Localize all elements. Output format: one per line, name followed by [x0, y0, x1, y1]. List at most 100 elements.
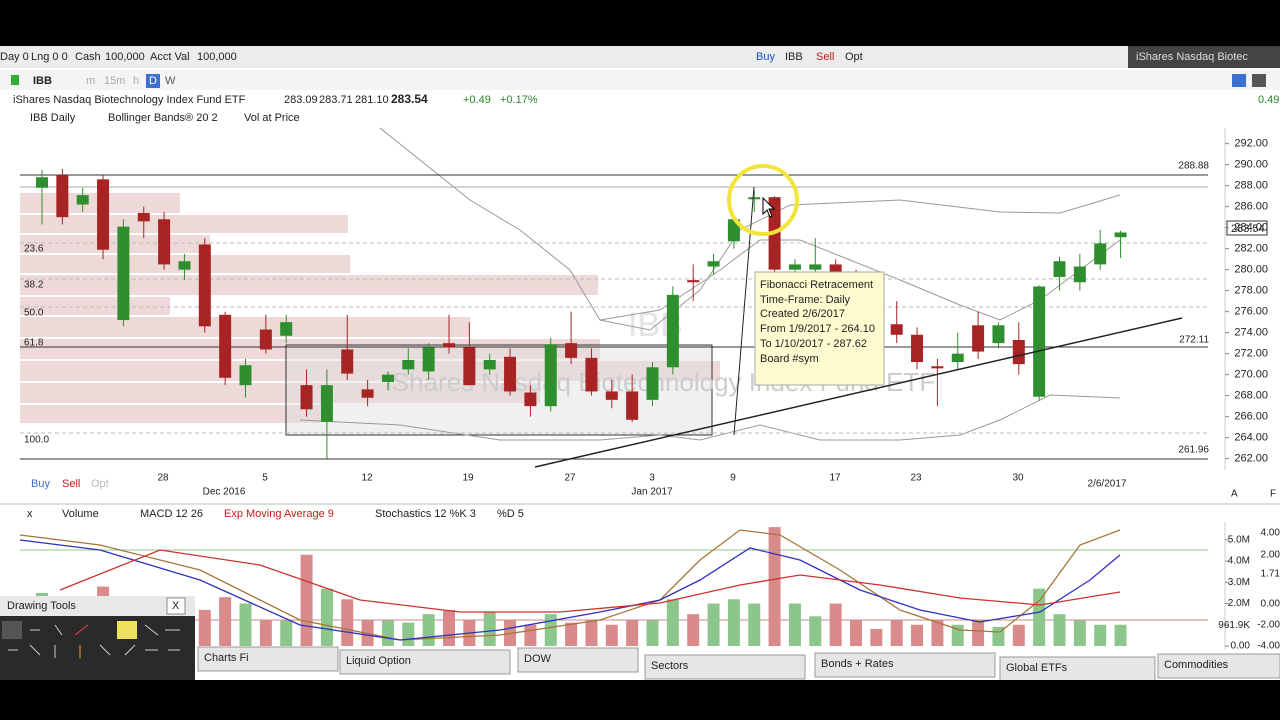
volume-bar [707, 603, 720, 646]
tab[interactable] [339, 649, 511, 675]
candle-body [565, 343, 578, 358]
study-d[interactable]: %D 5 [497, 508, 524, 520]
volume-bar [585, 620, 598, 646]
sell-button[interactable]: Sell [62, 478, 80, 490]
tab[interactable] [517, 647, 639, 673]
price-tick-label: 274.00 [1234, 327, 1268, 339]
volume-tick-label: 2.0M [1228, 598, 1250, 609]
toolbar-symbol[interactable]: IBB [33, 75, 52, 87]
date-label: 17 [829, 473, 841, 484]
drawing-tools-title: Drawing Tools [7, 600, 76, 612]
volume-tick-label: 4.0M [1228, 556, 1250, 567]
s-icon[interactable] [1232, 74, 1246, 87]
lng: Lng 0 0 [31, 51, 68, 63]
tf-h[interactable]: h [133, 75, 139, 87]
drawing-tools-close[interactable]: X [172, 600, 180, 612]
icon[interactable]: A [1231, 489, 1238, 500]
candle-body [1012, 340, 1025, 365]
icon[interactable]: L [1244, 489, 1250, 500]
candle-body [1073, 266, 1086, 283]
right-title: iShares Nasdaq Biotec [1136, 51, 1248, 63]
buy-button[interactable]: Buy [31, 478, 50, 490]
close-study[interactable]: x [27, 508, 33, 520]
candle-body [788, 264, 801, 270]
cursor-highlight [727, 164, 799, 236]
volume-bar [483, 612, 496, 646]
date-label: 12 [361, 473, 373, 484]
study-macd[interactable]: MACD 12 26 [140, 508, 203, 520]
opt-button[interactable]: Opt [91, 478, 109, 490]
date-label: Dec 2016 [203, 487, 246, 498]
date-label: 23 [910, 473, 922, 484]
study-vap[interactable]: Vol at Price [244, 112, 300, 124]
volume-bar [972, 620, 985, 646]
last-price: 283.54 [1231, 223, 1265, 235]
tab[interactable] [814, 652, 996, 678]
volume-bar [443, 609, 455, 646]
tab-label: Liquid Option [346, 655, 411, 667]
volume-bar [341, 599, 354, 646]
tab-label: Commodities [1164, 659, 1229, 671]
candle-body [178, 261, 191, 270]
opt-button[interactable]: Opt [845, 51, 863, 63]
volume-bar [524, 624, 537, 646]
menu-icon[interactable] [1252, 74, 1266, 87]
volume-tick-label: 0.00 [1231, 641, 1251, 652]
tooltip-line: Time-Frame: Daily [760, 294, 851, 306]
price-tick-label: 284.00 [1234, 222, 1268, 234]
tf-15m[interactable]: 15m [104, 75, 125, 87]
tab[interactable] [644, 654, 806, 680]
volume-bar [239, 603, 252, 646]
volume-bar [422, 614, 435, 646]
study-stoch[interactable]: Stochastics 12 %K 3 [375, 508, 476, 520]
drawing-tools-panel: Drawing Tools X [0, 596, 195, 680]
fib-line [733, 186, 755, 436]
candle-body [381, 374, 394, 382]
price-tick-label: 264.00 [1234, 432, 1268, 444]
date-label: Jan 2017 [631, 487, 673, 498]
quote-change-pct: +0.17% [500, 94, 538, 106]
study-volume[interactable]: Volume [62, 508, 99, 520]
fib-label: 61.8 [24, 338, 44, 349]
tf-w[interactable]: W [165, 75, 176, 87]
volume-bar [219, 597, 232, 646]
tf-m[interactable]: m [86, 75, 95, 87]
quote-change: +0.49 [463, 94, 491, 106]
volume-bar [748, 603, 761, 646]
candle-body [687, 280, 700, 283]
study-bollinger[interactable]: Bollinger Bands® 20 2 [108, 112, 218, 124]
volume-bar [646, 620, 659, 646]
candle-body [402, 359, 415, 370]
osc-tick-label: -2.00 [1257, 620, 1280, 631]
date-label: 30 [1012, 473, 1024, 484]
candle-body [117, 226, 130, 321]
acct-label: Acct Val [150, 51, 190, 63]
cursor [762, 196, 776, 218]
date-label: 27 [564, 473, 576, 484]
volume-bar [1012, 624, 1025, 646]
volume-tick-label: 5.0M [1228, 535, 1250, 546]
trendline [534, 317, 1183, 468]
study-symbol[interactable]: IBB Daily [30, 112, 76, 124]
lower-axis: 5.0M 4.0M 3.0M 2.0M 961.9K 0.00 4.00 2.00 1.71 0.… [1218, 528, 1280, 652]
volume-bar [565, 622, 578, 646]
volume-bar [768, 527, 781, 646]
tab[interactable] [999, 656, 1156, 682]
study-ema[interactable]: Exp Moving Average 9 [224, 508, 334, 520]
candle-body [76, 195, 89, 205]
tf-d[interactable]: D [149, 75, 157, 87]
day: Day 0 [0, 51, 29, 63]
buy-button[interactable]: Buy [756, 51, 775, 63]
osc-tick-label: 0.00 [1261, 599, 1280, 610]
tab[interactable] [197, 646, 339, 672]
price-tick-label: 280.00 [1234, 264, 1268, 276]
level-lines [20, 174, 1208, 460]
icon[interactable]: F [1270, 489, 1276, 500]
tab[interactable] [1157, 653, 1280, 679]
candle-body [809, 264, 822, 270]
volume-bar [300, 554, 313, 646]
volume-bar [850, 620, 862, 646]
volume-bar [788, 603, 801, 646]
sell-button[interactable]: Sell [816, 51, 834, 63]
